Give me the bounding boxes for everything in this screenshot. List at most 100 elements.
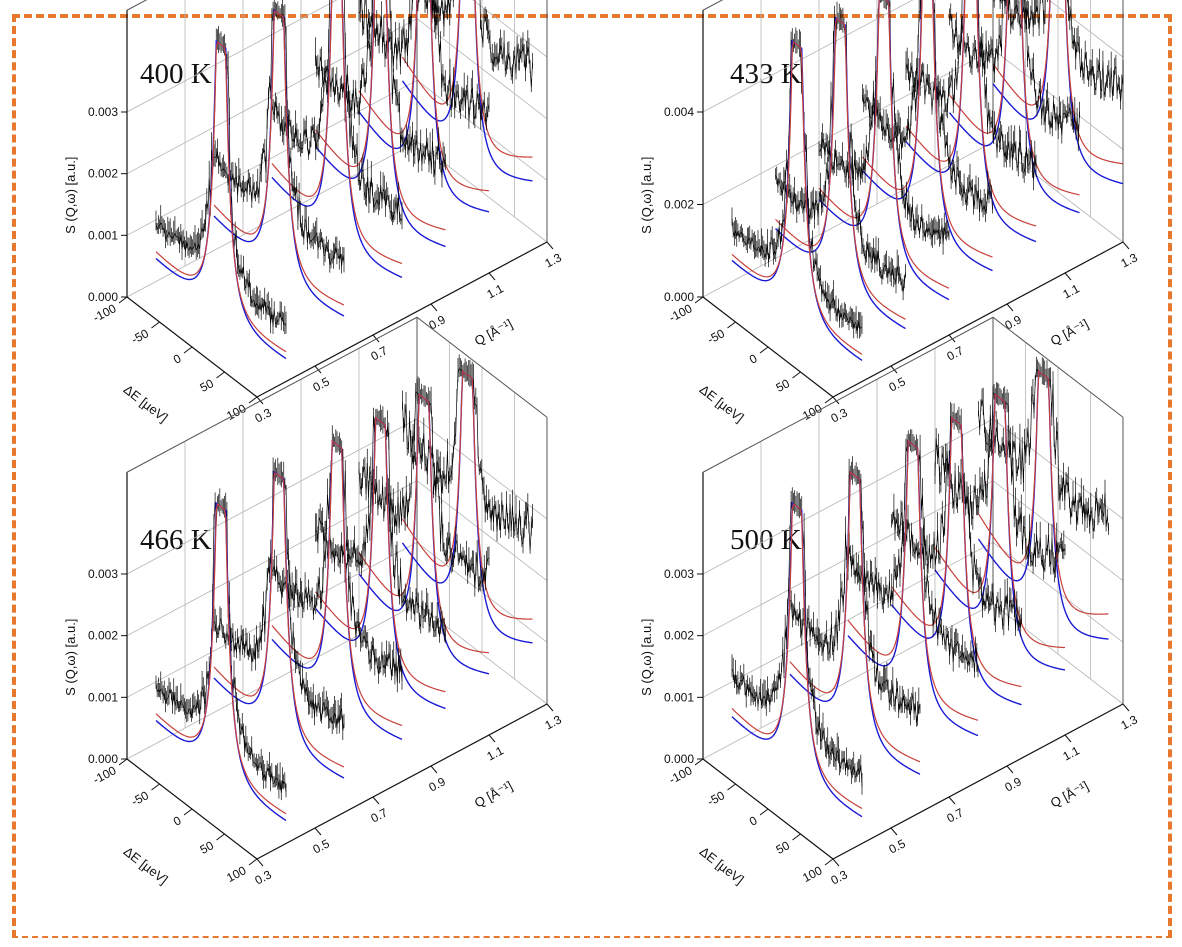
energy-tick-label: -50 bbox=[129, 326, 151, 347]
q-tick-label: 0.9 bbox=[426, 774, 448, 794]
spectra bbox=[731, 356, 1109, 818]
q-tick-label: 0.3 bbox=[252, 405, 274, 425]
component-curve bbox=[905, 0, 1037, 243]
q-tick-label: 1.3 bbox=[542, 250, 564, 270]
fit-curve bbox=[401, 0, 533, 158]
spectrum bbox=[401, 0, 533, 182]
q-axis bbox=[256, 703, 548, 860]
component-curve bbox=[401, 0, 533, 182]
fit-curve bbox=[818, 0, 950, 289]
q-tick-label: 0.9 bbox=[426, 312, 448, 332]
grid-walls bbox=[702, 316, 1124, 760]
spectrum bbox=[818, 0, 950, 301]
temperature-label: 466 K bbox=[140, 524, 212, 556]
data-points bbox=[731, 27, 863, 339]
z-tick-label: 0.003 bbox=[664, 567, 694, 581]
q-tick-label: 1.1 bbox=[1060, 743, 1082, 763]
energy-tick-label: -100 bbox=[91, 763, 119, 787]
q-tick-label: 0.3 bbox=[828, 405, 850, 425]
q-axis-title: Q [Å⁻¹] bbox=[1048, 316, 1091, 348]
z-tick-label: 0.001 bbox=[88, 228, 118, 242]
data-trace bbox=[213, 470, 345, 731]
energy-tick-label: -50 bbox=[705, 788, 727, 809]
energy-tick-label: 50 bbox=[774, 376, 793, 395]
panel-433k: 433 K 0.000 0.002 0.004 -100 -50 0 50 100 0.3 0.5… bbox=[598, 0, 1173, 482]
data-trace bbox=[358, 0, 490, 123]
energy-tick-label: 100 bbox=[224, 401, 249, 423]
fit-curve bbox=[155, 502, 287, 815]
component-curve bbox=[861, 0, 993, 272]
q-tick-label: 0.7 bbox=[368, 343, 390, 363]
fit-curve bbox=[992, 0, 1124, 165]
spectra bbox=[155, 0, 533, 360]
plot-400k: 0.000 0.001 0.002 0.003 -100 -50 0 50 100 0.3 0.5 0… bbox=[63, 0, 564, 426]
energy-tick-label: 50 bbox=[198, 838, 217, 857]
data-points bbox=[731, 487, 863, 795]
z-tick-label: 0.001 bbox=[664, 690, 694, 704]
energy-tick-label: -50 bbox=[129, 788, 151, 809]
spectrum bbox=[861, 0, 993, 272]
component-curve bbox=[818, 0, 950, 301]
spectrum bbox=[905, 0, 1037, 243]
energy-tick-label: 50 bbox=[198, 376, 217, 395]
spectrum bbox=[155, 488, 287, 822]
data-trace bbox=[271, 0, 403, 222]
spectrum bbox=[358, 0, 490, 213]
z-tick-label: 0.003 bbox=[88, 105, 118, 119]
data-points bbox=[155, 25, 287, 335]
q-axis bbox=[832, 241, 1124, 398]
z-tick-label: 0.003 bbox=[88, 567, 118, 581]
energy-tick-label: 0 bbox=[747, 813, 760, 829]
data-points bbox=[213, 0, 345, 274]
fit-curve bbox=[358, 0, 490, 192]
z-tick-label: 0.000 bbox=[664, 290, 694, 304]
spectrum bbox=[775, 1, 906, 330]
q-tick-label: 1.1 bbox=[484, 743, 506, 763]
q-tick-label: 0.7 bbox=[944, 343, 966, 363]
spectrum bbox=[401, 354, 533, 644]
figure-frame bbox=[12, 14, 1172, 938]
fit-curve bbox=[401, 370, 533, 620]
spectrum bbox=[789, 456, 921, 775]
z-tick-label: 0.002 bbox=[664, 198, 694, 212]
q-tick-label: 0.3 bbox=[828, 867, 850, 887]
spectrum bbox=[731, 487, 863, 818]
data-points bbox=[155, 488, 287, 801]
fit-curve bbox=[977, 370, 1109, 615]
fit-curve bbox=[315, 0, 446, 231]
energy-tick-label: -100 bbox=[667, 763, 695, 787]
energy-tick-label: 0 bbox=[171, 813, 184, 829]
axes: 0.000 0.001 0.002 0.003 -100 -50 0 50 100 0.3 0.5 0… bbox=[639, 472, 1140, 888]
q-tick-label: 1.1 bbox=[484, 281, 506, 301]
q-tick-label: 0.3 bbox=[252, 867, 274, 887]
energy-tick-label: 0 bbox=[747, 351, 760, 367]
plot-433k: 0.000 0.002 0.004 -100 -50 0 50 100 0.3 0.5 0.7 0.9… bbox=[639, 0, 1140, 426]
axes: 0.000 0.001 0.002 0.003 -100 -50 0 50 100 0.3 0.5 0… bbox=[63, 472, 564, 888]
panel-466k: 466 K 0.000 0.001 0.002 0.003 -100 -50 0 50 100 0… bbox=[22, 316, 597, 944]
spectrum bbox=[314, 0, 446, 248]
q-axis bbox=[256, 241, 548, 398]
data-trace bbox=[731, 39, 863, 332]
fit-curve bbox=[775, 17, 906, 320]
q-axis-title: Q [Å⁻¹] bbox=[472, 316, 515, 348]
fit-curve bbox=[155, 40, 287, 353]
fit-curve bbox=[934, 393, 1066, 649]
z-tick-label: 0.002 bbox=[88, 167, 118, 181]
fit-curve bbox=[731, 40, 863, 355]
axes: 0.000 0.002 0.004 -100 -50 0 50 100 0.3 0.5 0.7 0.9… bbox=[639, 10, 1140, 426]
z-tick-label: 0.002 bbox=[88, 629, 118, 643]
component-curve bbox=[992, 0, 1124, 185]
component-curve bbox=[358, 0, 490, 213]
panel-400k: 400 K 0.000 0.001 0.002 0.003 -100 -50 0 50 100 0… bbox=[22, 0, 597, 482]
component-curve bbox=[271, 0, 403, 279]
energy-axis-title: ΔE [µeV] bbox=[121, 382, 171, 426]
data-trace bbox=[731, 501, 863, 787]
q-tick-label: 1.3 bbox=[542, 712, 564, 732]
data-trace bbox=[213, 9, 345, 267]
spectrum bbox=[358, 376, 490, 675]
component-curve bbox=[314, 0, 446, 248]
data-points bbox=[213, 457, 345, 740]
component-curve bbox=[775, 16, 906, 330]
z-axis-title: S (Q,ω) [a.u.] bbox=[639, 157, 654, 234]
